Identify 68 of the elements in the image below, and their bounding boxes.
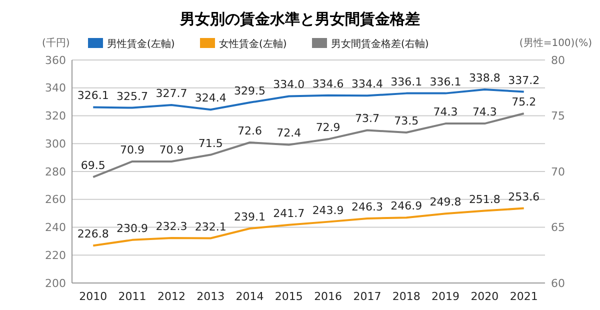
data-label: 75.2 xyxy=(512,96,536,109)
data-label: 327.7 xyxy=(156,87,188,100)
data-label: 329.5 xyxy=(234,84,266,98)
data-label: 325.7 xyxy=(116,90,148,103)
x-tick-label: 2019 xyxy=(432,290,460,303)
y-tick-label: 360 xyxy=(45,54,66,67)
data-label: 324.4 xyxy=(194,92,226,105)
y-tick-label: 240 xyxy=(45,221,66,234)
chart-title: 男女別の賃金水準と男女間賃金格差 xyxy=(179,10,420,28)
data-label: 72.6 xyxy=(238,124,262,138)
x-tick-label: 2012 xyxy=(157,290,186,303)
x-tick-label: 2010 xyxy=(79,290,108,303)
data-label: 251.8 xyxy=(468,192,500,206)
x-tick-label: 2016 xyxy=(314,290,342,303)
legend-label: 男女間賃金格差(右軸) xyxy=(331,38,429,50)
y2-tick-label: 80 xyxy=(551,54,565,67)
legend-label: 女性賃金(左軸) xyxy=(219,38,287,50)
x-tick-label: 2018 xyxy=(392,290,420,303)
data-label: 246.9 xyxy=(390,200,422,213)
data-label: 73.7 xyxy=(354,112,380,126)
y2-tick-label: 70 xyxy=(551,165,565,178)
y2-axis-title: (男性=100)(%) xyxy=(519,37,592,49)
data-label: 73.5 xyxy=(394,114,419,128)
data-label: 70.9 xyxy=(159,143,184,156)
y-tick-label: 300 xyxy=(45,137,66,150)
data-label: 334.6 xyxy=(312,77,344,90)
data-label: 337.2 xyxy=(508,74,540,87)
data-label: 338.8 xyxy=(468,72,500,85)
y-tick-label: 260 xyxy=(45,193,66,206)
data-label: 232.3 xyxy=(156,220,188,233)
data-label: 336.1 xyxy=(430,75,462,88)
y-tick-label: 200 xyxy=(45,276,66,290)
y-axis-title: (千円) xyxy=(42,37,70,49)
data-label: 253.6 xyxy=(508,190,540,204)
data-label: 232.1 xyxy=(194,220,226,234)
data-label: 243.9 xyxy=(312,204,344,217)
x-tick-label: 2014 xyxy=(236,290,264,303)
data-label: 239.1 xyxy=(234,210,266,224)
y2-tick-label: 75 xyxy=(551,110,565,123)
data-label: 336.1 xyxy=(390,75,422,88)
y2-tick-label: 65 xyxy=(551,221,565,234)
x-tick-label: 2015 xyxy=(274,290,303,303)
data-label: 334.0 xyxy=(273,78,305,92)
data-label: 230.9 xyxy=(116,222,148,235)
data-label: 334.4 xyxy=(351,78,383,91)
data-label: 241.7 xyxy=(273,206,305,220)
data-label: 326.1 xyxy=(77,89,109,102)
y-tick-label: 220 xyxy=(45,248,66,262)
x-tick-label: 2017 xyxy=(353,290,382,303)
data-label: 226.8 xyxy=(77,228,109,241)
x-tick-label: 2013 xyxy=(196,290,225,303)
x-tick-label: 2011 xyxy=(118,290,146,303)
data-label: 72.4 xyxy=(276,126,302,140)
data-label: 74.3 xyxy=(472,106,497,119)
data-label: 70.9 xyxy=(120,143,145,156)
x-tick-label: 2020 xyxy=(470,290,499,303)
x-tick-label: 2021 xyxy=(510,290,538,303)
data-label: 72.9 xyxy=(316,121,340,134)
data-label: 69.5 xyxy=(80,159,106,172)
data-label: 246.3 xyxy=(351,200,383,214)
data-label: 71.5 xyxy=(198,136,223,150)
legend-label: 男性賃金(左軸) xyxy=(107,38,175,50)
data-label: 249.8 xyxy=(430,196,462,209)
data-label: 74.3 xyxy=(433,106,458,119)
y-tick-label: 340 xyxy=(45,82,66,95)
y2-tick-label: 60 xyxy=(551,276,565,290)
y-tick-label: 320 xyxy=(45,110,66,123)
y-tick-label: 280 xyxy=(45,165,66,178)
